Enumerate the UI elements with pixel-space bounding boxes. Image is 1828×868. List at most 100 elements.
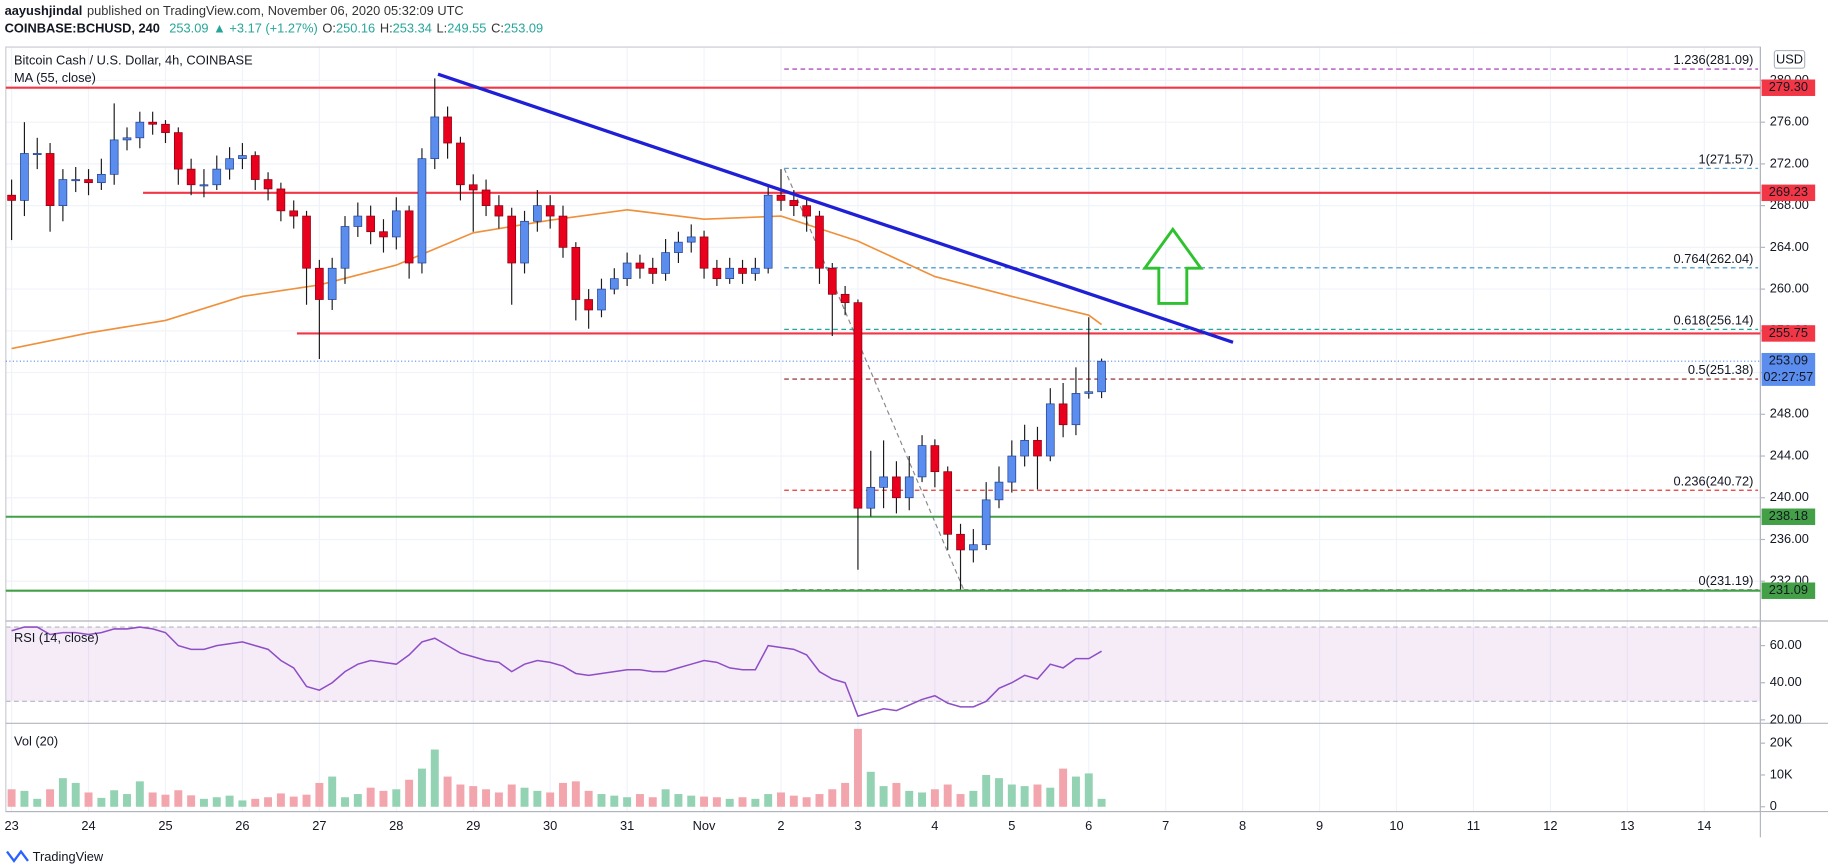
x-tick-label: 13	[1620, 818, 1634, 833]
brand-logo	[6, 849, 29, 863]
candle-body	[276, 188, 286, 212]
volume-bar	[751, 798, 760, 807]
candle-body	[122, 137, 132, 141]
ma-legend: MA (55, close)	[14, 70, 96, 85]
fib-label: 1(271.57)	[1699, 152, 1754, 167]
volume-bar	[892, 782, 901, 807]
volume-bar	[110, 790, 119, 807]
candle-body	[776, 194, 786, 201]
candle-body	[917, 445, 927, 478]
candle-body	[148, 121, 157, 125]
volume-bar	[469, 786, 478, 807]
volume-bar	[995, 778, 1003, 807]
ohlc-value: 250.16	[336, 21, 375, 36]
level-box	[1761, 79, 1816, 96]
candle-body	[738, 267, 747, 274]
volume-bar	[494, 792, 503, 807]
level-box	[1761, 325, 1816, 342]
rsi-tick-label: 40.00	[1770, 674, 1802, 689]
volume-bar	[584, 790, 593, 807]
level-box-label: 269.23	[1769, 184, 1808, 199]
volume-bar	[1071, 776, 1080, 807]
candle-body	[956, 533, 965, 551]
x-tick-label: 5	[1008, 818, 1015, 833]
countdown: 02:27:57	[1763, 369, 1813, 384]
volume-bar	[187, 795, 196, 807]
level-box	[1761, 184, 1816, 202]
candle-body	[58, 179, 68, 206]
volume-bar	[1084, 773, 1093, 807]
volume-bar	[520, 787, 529, 807]
change: ▲ +3.17 (+1.27%)	[213, 21, 318, 36]
candle-body	[725, 267, 735, 280]
published: published on TradingView.com, November 0…	[87, 3, 464, 18]
rsi-tick-label: 60.00	[1770, 637, 1802, 652]
candle-body	[597, 288, 606, 311]
candle-body	[135, 121, 145, 139]
candle-body	[430, 116, 440, 160]
volume-bar	[161, 794, 170, 807]
candle-body	[71, 179, 81, 182]
candle-body	[943, 471, 953, 535]
volume-bar	[58, 778, 67, 807]
volume-bar	[341, 797, 349, 807]
candle-body	[712, 267, 722, 280]
ohlc-label: O:	[322, 21, 336, 36]
candle-body	[661, 252, 670, 274]
y-tick-label: 264.00	[1770, 239, 1809, 254]
candle-body	[699, 236, 709, 269]
volume-bar	[251, 798, 260, 807]
x-tick-label: 4	[931, 818, 938, 833]
symbol: COINBASE:BCHUSD, 240	[5, 21, 160, 36]
rsi-legend: RSI (14, close)	[14, 630, 99, 645]
fib-label: 0.236(240.72)	[1674, 473, 1754, 488]
candle-body	[622, 262, 632, 280]
x-tick-label: 12	[1543, 818, 1557, 833]
candle-body	[994, 481, 1004, 501]
candle-body	[263, 179, 273, 190]
fib-label: 0.764(262.04)	[1674, 251, 1754, 266]
volume-bar	[97, 797, 106, 807]
volume-bar	[546, 792, 555, 807]
ohlc-value: 253.34	[393, 21, 432, 36]
volume-bar	[661, 789, 670, 807]
candle-body	[815, 215, 824, 269]
x-tick-label: 9	[1316, 818, 1323, 833]
symbol-line: COINBASE:BCHUSD, 240 253.09 ▲ +3.17 (+1.27…	[5, 21, 543, 36]
volume-bar	[353, 794, 362, 807]
candle-body	[173, 132, 183, 170]
volume-bar	[123, 794, 131, 807]
volume-bar	[507, 784, 516, 807]
candle-body	[763, 194, 773, 269]
level-box	[1761, 582, 1816, 599]
candle-body	[302, 215, 311, 269]
volume-bar	[20, 790, 29, 807]
x-tick-label: 24	[81, 818, 95, 833]
volume-bar	[969, 790, 978, 807]
volume-bar	[635, 794, 644, 807]
volume-bar	[1059, 768, 1068, 807]
volume-bar	[366, 787, 375, 807]
volume-bar	[456, 784, 465, 807]
candle-body	[456, 142, 465, 186]
x-tick-label: 29	[466, 818, 480, 833]
candle-body	[827, 267, 837, 295]
candle-body	[1007, 455, 1017, 483]
volume-bar	[789, 795, 798, 807]
candle-body	[853, 302, 863, 509]
volume-bar	[430, 749, 439, 807]
volume-bar	[828, 789, 837, 807]
rsi-line	[11, 626, 1102, 718]
candle-body	[340, 226, 350, 269]
x-tick-label: 31	[620, 818, 634, 833]
volume-bar	[46, 789, 55, 807]
volume-bar	[815, 794, 824, 807]
volume-bar	[417, 768, 426, 807]
candle-body	[930, 445, 940, 473]
candle-body	[507, 215, 517, 264]
volume-bar	[1020, 786, 1029, 807]
x-tick-label: 28	[389, 818, 403, 833]
